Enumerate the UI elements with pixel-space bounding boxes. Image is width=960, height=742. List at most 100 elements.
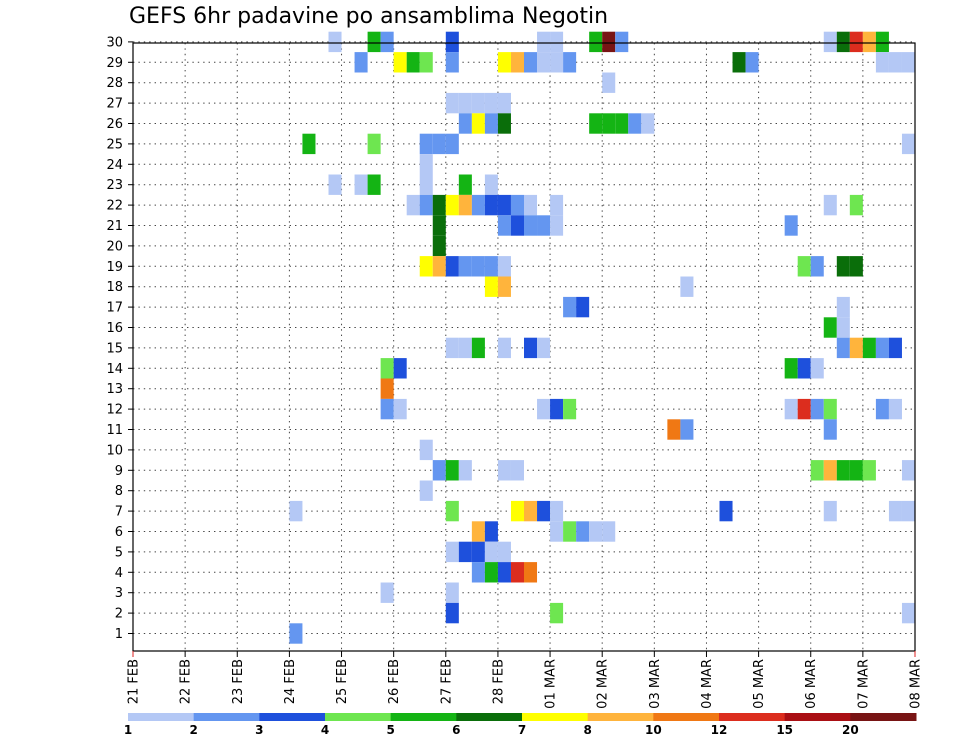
heat-cell	[836, 317, 850, 338]
colorbar: 1 2 3 4 5 6 7 8 10 12 15 20	[124, 713, 917, 737]
heat-cell	[354, 174, 368, 195]
x-tick-label: 01 MAR	[544, 659, 559, 709]
colorbar-label: 7	[518, 723, 526, 737]
heat-cell	[836, 256, 850, 277]
heat-cell	[719, 500, 733, 522]
colorbar-swatch	[259, 713, 326, 721]
colorbar-label: 20	[842, 723, 859, 737]
y-tick-label: 24	[106, 158, 123, 173]
y-tick-label: 30	[106, 35, 123, 50]
colorbar-swatch	[390, 713, 457, 721]
heat-cell	[445, 194, 459, 216]
heat-cell	[823, 317, 837, 338]
heat-cell	[602, 72, 616, 93]
heat-cell	[602, 31, 616, 53]
heat-cell	[419, 174, 433, 195]
y-tick-label: 13	[106, 382, 123, 397]
heat-cell	[471, 194, 485, 216]
heat-cell	[550, 521, 564, 542]
heat-cell	[615, 113, 629, 134]
y-tick-label: 15	[106, 341, 123, 356]
heat-cell	[432, 460, 446, 481]
y-tick-label: 2	[115, 607, 123, 622]
heat-cell	[862, 337, 876, 359]
heat-cell	[354, 52, 368, 73]
heat-cell	[419, 256, 433, 277]
colorbar-swatch	[522, 713, 589, 721]
heat-cell	[563, 52, 577, 73]
x-tick-label: 05 MAR	[752, 659, 767, 709]
heat-cell	[680, 419, 694, 440]
heat-cell	[458, 194, 472, 216]
heat-cell	[328, 31, 342, 53]
heat-cell	[537, 31, 551, 53]
heat-cell	[510, 52, 524, 73]
heat-cell	[550, 31, 564, 53]
y-tick-label: 25	[106, 137, 123, 152]
heat-cell	[406, 52, 420, 73]
heat-cell	[589, 31, 603, 53]
heat-cell	[550, 602, 564, 624]
heat-cell	[849, 31, 863, 53]
colorbar-swatch	[653, 713, 720, 721]
y-tick-label: 20	[106, 239, 123, 254]
heat-cell	[484, 562, 498, 583]
heat-cell	[849, 337, 863, 359]
heat-cell	[641, 113, 655, 134]
colorbar-label: 12	[711, 723, 728, 737]
heat-cell	[875, 31, 889, 53]
heat-cell	[849, 460, 863, 481]
heat-cell	[445, 256, 459, 277]
y-tick-label: 14	[106, 362, 123, 377]
heat-cell	[901, 52, 915, 73]
x-tick-label: 23 FEB	[231, 659, 246, 704]
colorbar-label: 5	[386, 723, 394, 737]
heat-cell	[862, 460, 876, 481]
y-tick-label: 21	[106, 219, 123, 234]
heat-cell	[432, 256, 446, 277]
heat-cell	[445, 337, 459, 359]
heatmap-cells	[289, 31, 915, 644]
heat-cell	[484, 521, 498, 542]
heat-cell	[380, 378, 394, 399]
heat-cell	[419, 154, 433, 175]
heat-cell	[537, 337, 551, 359]
heat-cell	[563, 521, 577, 542]
heat-cell	[458, 113, 472, 134]
x-tick-label: 28 FEB	[491, 659, 506, 704]
heat-cell	[510, 460, 524, 481]
x-tick-label: 04 MAR	[700, 659, 715, 709]
colorbar-swatch	[325, 713, 392, 721]
heat-cell	[458, 541, 472, 563]
heat-cell	[667, 419, 681, 440]
heat-cell	[888, 500, 902, 522]
heat-cell	[497, 562, 511, 583]
heat-cell	[524, 562, 538, 583]
x-tick-label: 22 FEB	[179, 659, 194, 704]
heat-cell	[445, 133, 459, 155]
y-tick-label: 4	[115, 566, 123, 581]
heat-cell	[797, 358, 811, 379]
heat-cell	[602, 521, 616, 542]
y-axis: 1234567891011121314151617181920212223242…	[106, 35, 133, 642]
y-tick-label: 9	[115, 464, 123, 479]
heat-cell	[471, 562, 485, 583]
heat-cell	[537, 500, 551, 522]
heat-cell	[862, 31, 876, 53]
y-tick-label: 7	[115, 505, 123, 520]
heat-cell	[628, 113, 642, 134]
heat-cell	[432, 133, 446, 155]
x-tick-label: 03 MAR	[648, 659, 663, 709]
y-tick-label: 27	[106, 97, 123, 112]
x-tick-label: 06 MAR	[804, 659, 819, 709]
heat-cell	[497, 460, 511, 481]
heat-cell	[497, 215, 511, 236]
plot-frame	[132, 42, 916, 652]
heat-cell	[458, 92, 472, 114]
heat-cell	[445, 52, 459, 73]
heat-cell	[524, 500, 538, 522]
heat-cell	[484, 113, 498, 134]
heat-cell	[888, 52, 902, 73]
heat-cell	[510, 562, 524, 583]
heat-cell	[510, 500, 524, 522]
